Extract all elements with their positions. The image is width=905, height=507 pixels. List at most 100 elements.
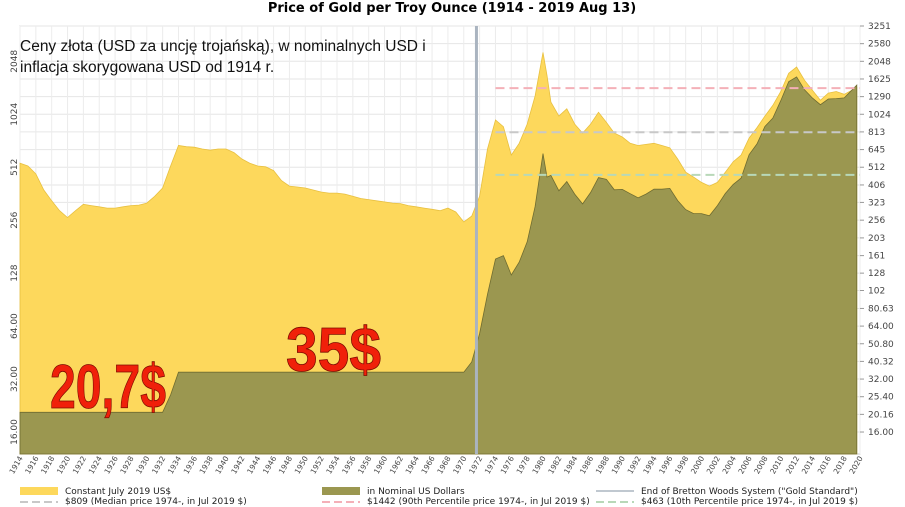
- y-tick-right: 50.80: [868, 340, 894, 350]
- y-tick-right: 40.32: [868, 357, 894, 367]
- y-tick-right: 25.40: [868, 393, 894, 403]
- x-axis: 1914191619181920192219241926192819301932…: [7, 454, 864, 475]
- x-tick-label: 1936: [182, 454, 199, 475]
- legend-label-median: $809 (Median price 1974-, in Jul 2019 $): [65, 497, 247, 507]
- y-tick-left: 256: [10, 211, 20, 228]
- x-tick-label: 1948: [277, 454, 294, 475]
- y-tick-right: 64.00: [868, 322, 894, 332]
- x-tick-label: 1980: [530, 454, 547, 475]
- annotation-line-1: Ceny złota (USD za uncję trojańską), w n…: [20, 38, 426, 55]
- x-tick-label: 1976: [499, 454, 516, 475]
- x-tick-label: 1996: [657, 454, 674, 475]
- legend-label-nominal: in Nominal US Dollars: [367, 487, 465, 497]
- x-tick-label: 1974: [483, 454, 500, 475]
- x-tick-label: 1984: [562, 454, 579, 475]
- y-tick-left: 1024: [10, 103, 20, 126]
- y-tick-right: 323: [868, 198, 885, 208]
- x-tick-label: 2004: [721, 454, 738, 475]
- y-tick-left: 128: [10, 264, 20, 281]
- legend-swatch-nominal: [322, 487, 360, 495]
- x-tick-label: 1938: [198, 454, 215, 475]
- legend: Constant July 2019 US$ $809 (Median pric…: [20, 487, 858, 507]
- x-tick-label: 1988: [594, 454, 611, 475]
- y-tick-right: 256: [868, 216, 885, 226]
- y-tick-right: 80.63: [868, 304, 894, 314]
- y-tick-left: 512: [10, 159, 20, 176]
- x-tick-label: 1920: [55, 454, 72, 475]
- x-tick-label: 1962: [388, 454, 405, 475]
- y-axis-right: 3251 2580 2048 1625 1290 1024 813 645 512 406 323 2…: [860, 22, 894, 438]
- y-tick-right: 20.16: [868, 410, 894, 420]
- y-tick-right: 3251: [868, 22, 891, 32]
- x-tick-label: 1924: [87, 454, 104, 475]
- x-tick-label: 2020: [847, 454, 864, 475]
- big-price-labels: 20,7$ 35$: [50, 316, 382, 423]
- x-tick-label: 2012: [784, 454, 801, 475]
- x-tick-label: 1954: [324, 454, 341, 475]
- x-tick-label: 2018: [832, 454, 849, 475]
- x-tick-label: 1994: [641, 454, 658, 475]
- y-tick-right: 2048: [868, 57, 891, 67]
- y-tick-right: 161: [868, 252, 885, 262]
- y-tick-right: 102: [868, 286, 885, 296]
- x-tick-label: 1942: [229, 454, 246, 475]
- x-tick-label: 1968: [435, 454, 452, 475]
- x-tick-label: 2002: [705, 454, 722, 475]
- x-tick-label: 2014: [800, 454, 817, 475]
- label-35: 35$: [286, 316, 381, 385]
- x-tick-label: 1922: [71, 454, 88, 475]
- y-tick-left: 2048: [10, 50, 20, 73]
- chart-title: Price of Gold per Troy Ounce (1914 - 201…: [268, 1, 636, 16]
- legend-swatch-constant: [20, 487, 58, 495]
- x-tick-label: 1958: [356, 454, 373, 475]
- y-tick-right: 813: [868, 128, 885, 138]
- y-axis-left: 16.00 32.00 64.00 128 256 512 1024 2048: [10, 50, 20, 445]
- x-tick-label: 1926: [102, 454, 119, 475]
- y-tick-right: 645: [868, 146, 885, 156]
- x-tick-label: 1916: [23, 454, 40, 475]
- x-tick-label: 1990: [610, 454, 627, 475]
- x-tick-label: 1956: [340, 454, 357, 475]
- x-tick-label: 1982: [546, 454, 563, 475]
- legend-label-90th: $1442 (90th Percentile price 1974-, in J…: [367, 497, 590, 507]
- legend-label-constant: Constant July 2019 US$: [65, 487, 171, 497]
- y-tick-right: 16.00: [868, 428, 894, 438]
- x-tick-label: 1952: [309, 454, 326, 475]
- y-tick-right: 406: [868, 181, 885, 191]
- x-tick-label: 1918: [39, 454, 56, 475]
- y-tick-right: 32.00: [868, 375, 894, 385]
- x-tick-label: 1966: [419, 454, 436, 475]
- x-tick-label: 1934: [166, 454, 183, 475]
- x-tick-label: 1928: [118, 454, 135, 475]
- legend-label-bretton: End of Bretton Woods System ("Gold Stand…: [641, 487, 858, 497]
- x-tick-label: 1978: [515, 454, 532, 475]
- y-tick-right: 2580: [868, 40, 891, 50]
- x-tick-label: 1944: [245, 454, 262, 475]
- x-tick-label: 1992: [626, 454, 643, 475]
- annotation-line-2: inflacja skorygowana USD od 1914 r.: [20, 59, 274, 76]
- y-tick-left: 64.00: [10, 313, 20, 339]
- x-tick-label: 1950: [293, 454, 310, 475]
- x-tick-label: 1986: [578, 454, 595, 475]
- y-tick-left: 16.00: [10, 419, 20, 445]
- y-tick-left: 32.00: [10, 366, 20, 392]
- x-tick-label: 2010: [768, 454, 785, 475]
- x-tick-label: 1998: [673, 454, 690, 475]
- x-tick-label: 1930: [134, 454, 151, 475]
- series-area-nominal: [19, 76, 858, 455]
- y-tick-right: 1625: [868, 75, 891, 85]
- x-tick-label: 2000: [689, 454, 706, 475]
- y-tick-right: 203: [868, 234, 885, 244]
- series-areas: [19, 52, 858, 455]
- x-tick-label: 1964: [404, 454, 421, 475]
- y-tick-right: 512: [868, 163, 885, 173]
- legend-label-10th: $463 (10th Percentile price 1974-, in Ju…: [641, 497, 858, 507]
- y-tick-right: 1290: [868, 93, 891, 103]
- x-tick-label: 2008: [752, 454, 769, 475]
- reference-lines: [495, 87, 860, 176]
- x-tick-label: 2006: [736, 454, 753, 475]
- x-tick-label: 1970: [451, 454, 468, 475]
- x-tick-label: 1960: [372, 454, 389, 475]
- label-20-7: 20,7$: [50, 353, 166, 422]
